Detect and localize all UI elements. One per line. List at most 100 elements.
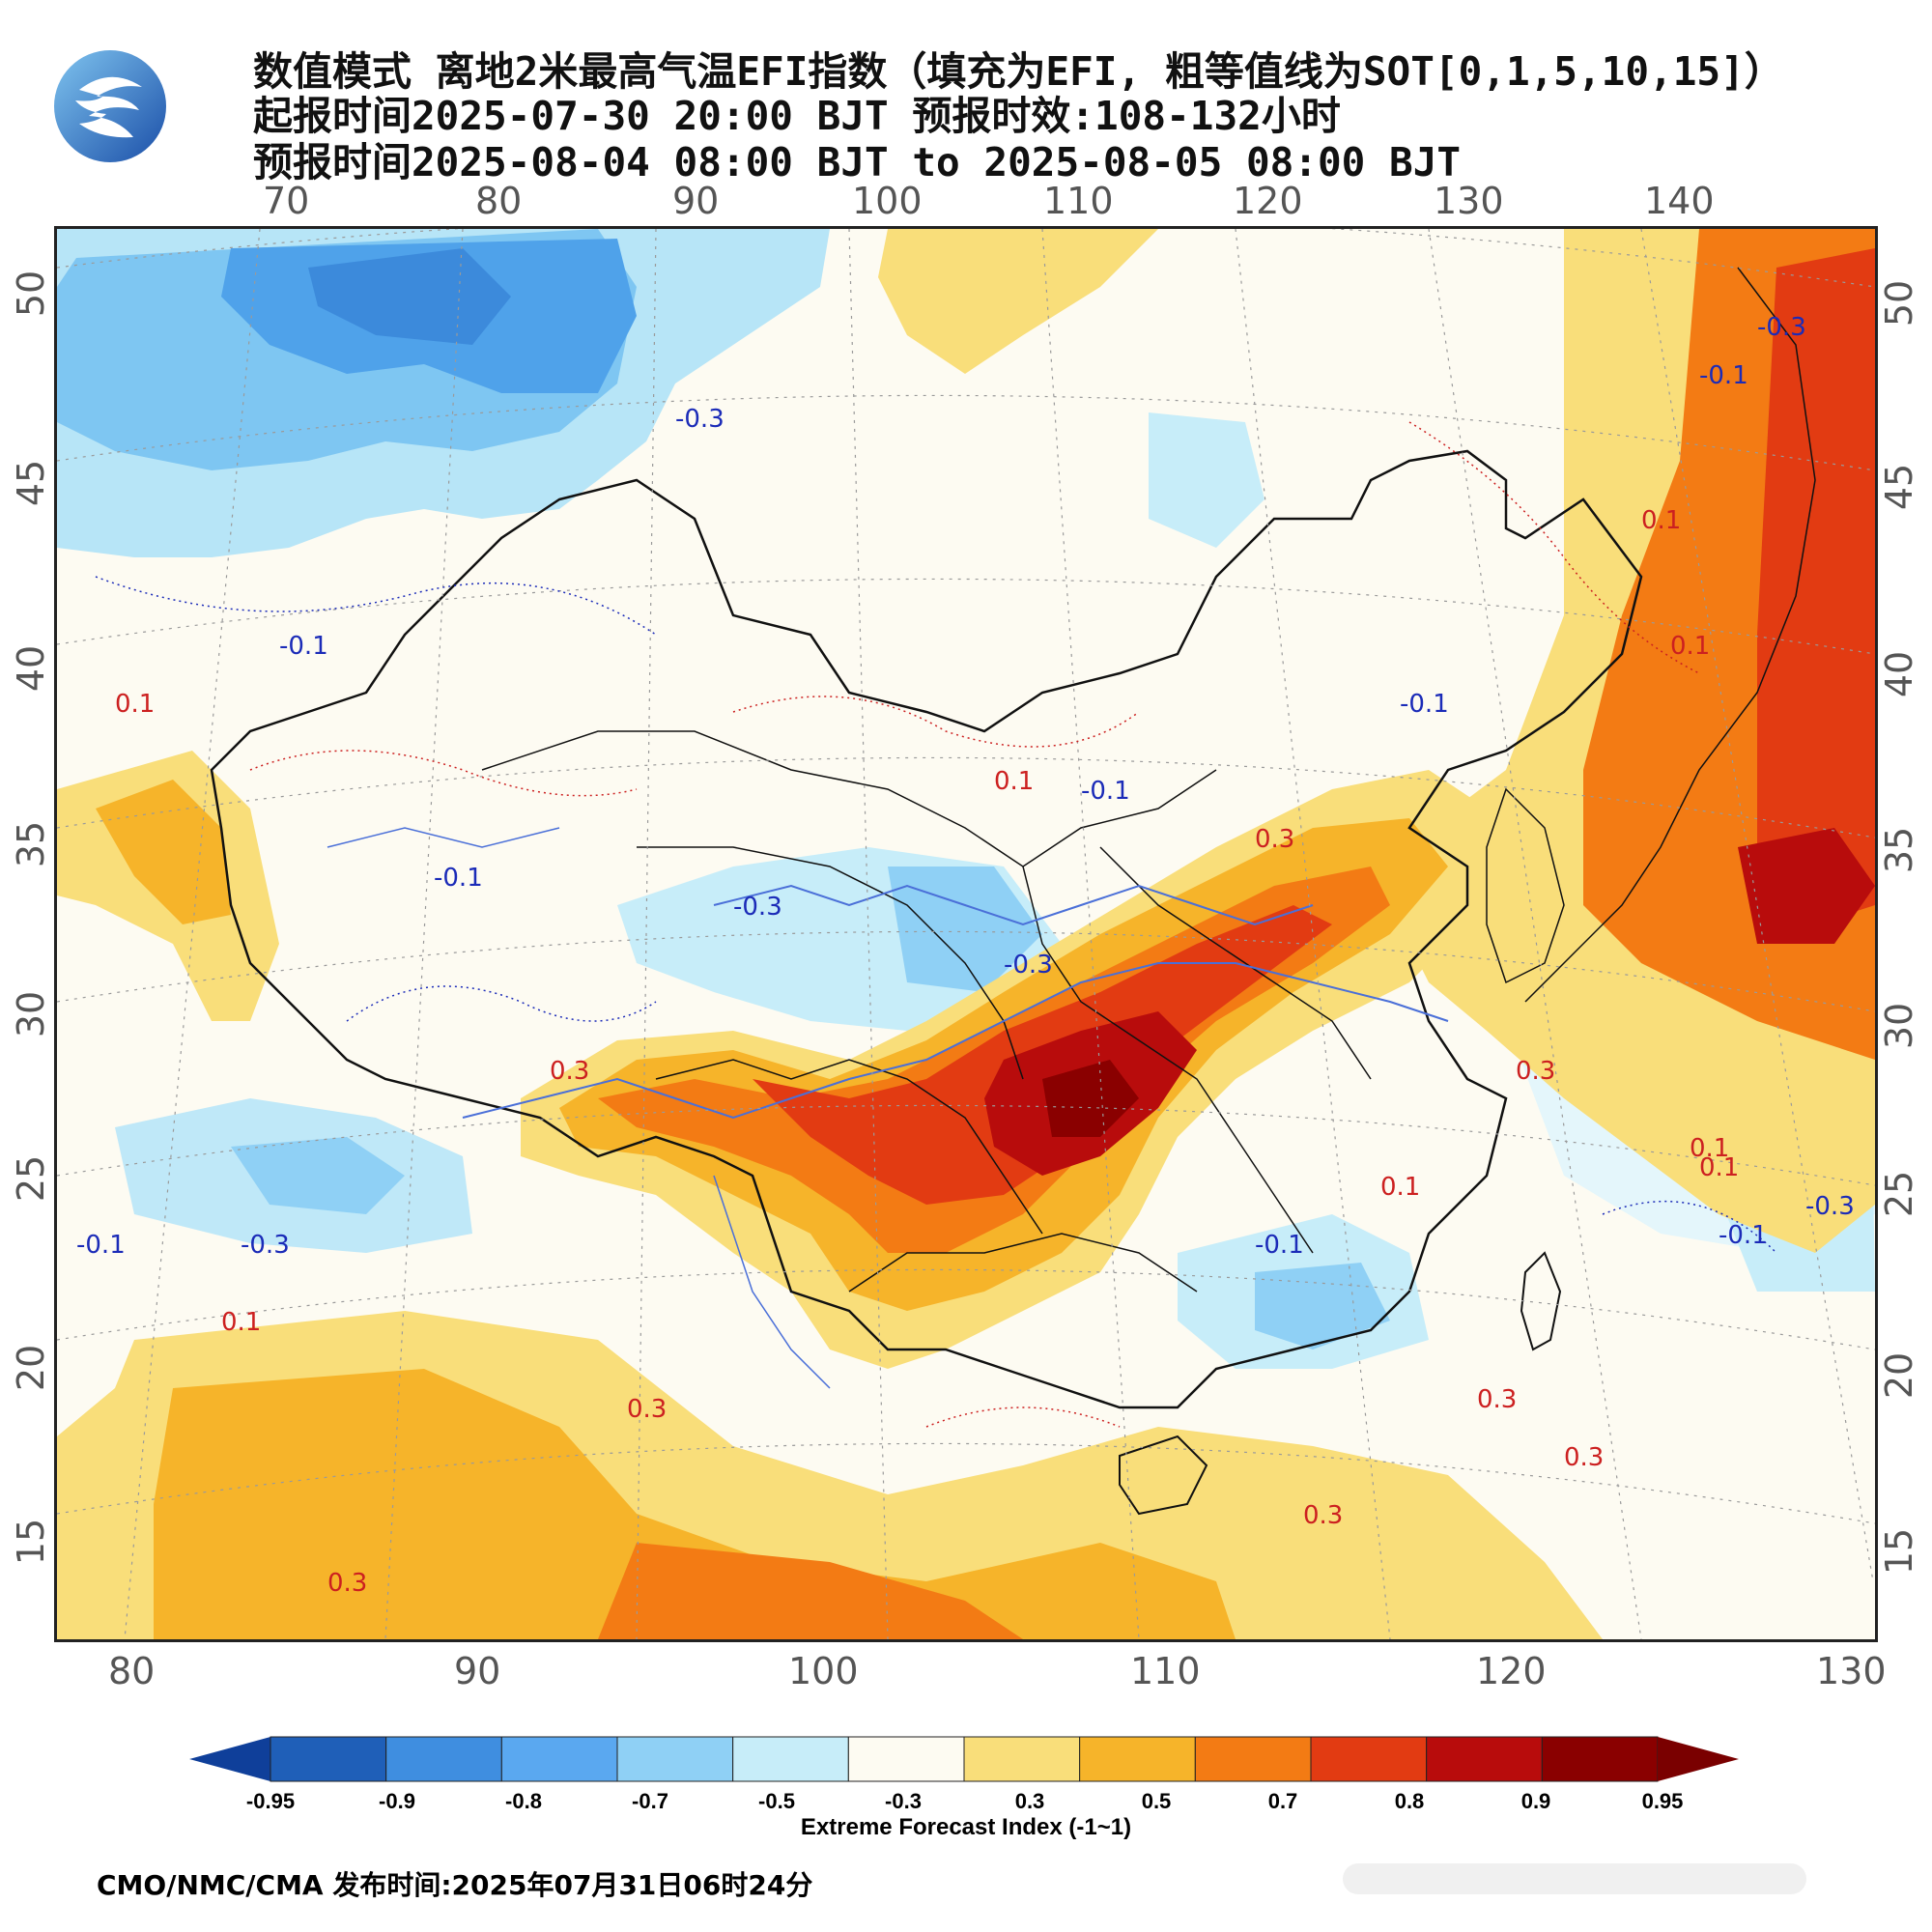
- efi-negative-region: [888, 867, 1042, 992]
- contour-label: -0.3: [733, 893, 782, 922]
- colorbar-box: [385, 1736, 502, 1782]
- colorbar-box: [616, 1736, 734, 1782]
- top-lon-tick: 100: [852, 180, 923, 222]
- right-lat-tick: 35: [1878, 826, 1921, 874]
- contour-label: -0.1: [76, 1231, 126, 1260]
- colorbar-label: -0.9: [379, 1789, 415, 1813]
- footer-credit: CMO/NMC/CMA 发布时间:2025年07月31日06时24分: [97, 1869, 813, 1901]
- contour-label: 0.1: [115, 690, 155, 719]
- contour-label: -0.3: [1757, 313, 1806, 342]
- title-line-2: 起报时间2025-07-30 20:00 BJT 预报时效:108-132小时: [253, 93, 1341, 139]
- efi-positive-region: [1042, 1060, 1139, 1137]
- left-lat-tick: 40: [10, 644, 53, 693]
- contour-label: 0.3: [1255, 825, 1294, 854]
- contour-label: 0.1: [994, 767, 1034, 796]
- bottom-lon-tick: 80: [108, 1650, 156, 1692]
- top-lon-tick: 110: [1043, 180, 1114, 222]
- contour-label: 0.3: [627, 1395, 667, 1424]
- title-line-3: 预报时间2025-08-04 08:00 BJT to 2025-08-05 0…: [253, 139, 1462, 185]
- island-outline: [1520, 1251, 1562, 1351]
- colorbar-box: [270, 1736, 387, 1782]
- contour-label: 0.1: [1670, 632, 1710, 661]
- colorbar-label: 0.7: [1267, 1789, 1298, 1813]
- colorbar-box: [732, 1736, 849, 1782]
- left-lat-tick: 45: [10, 459, 53, 507]
- right-lat-tick: 50: [1878, 279, 1921, 327]
- contour-label: 0.1: [1380, 1173, 1420, 1202]
- province-border: [848, 1233, 1198, 1293]
- sot-contours: [95, 421, 1777, 1428]
- right-lat-tick: 45: [1878, 463, 1921, 511]
- right-lat-tick: 20: [1878, 1351, 1921, 1400]
- contour-label: 0.1: [1699, 1153, 1739, 1182]
- contour-label: 0.3: [1303, 1501, 1343, 1530]
- colorbar-label: 0.3: [1014, 1789, 1045, 1813]
- efi-positive-region: [1757, 248, 1875, 924]
- colorbar-end-low: [189, 1737, 270, 1781]
- bottom-lon-tick: 110: [1130, 1650, 1201, 1692]
- bottom-lon-tick: 130: [1816, 1650, 1887, 1692]
- colorbar-box: [1426, 1736, 1543, 1782]
- coastline: [1524, 267, 1816, 1003]
- bottom-lon-tick: 90: [454, 1650, 501, 1692]
- graticule: [57, 229, 1875, 1639]
- colorbar-label: 0.5: [1141, 1789, 1172, 1813]
- left-lat-tick: 30: [10, 990, 53, 1038]
- efi-positive-region: [154, 1369, 1236, 1639]
- top-lon-tick: 70: [263, 180, 310, 222]
- contour-label: 0.1: [1690, 1134, 1729, 1163]
- contour-label: -0.1: [1081, 777, 1130, 806]
- colorbar-svg: [189, 1736, 1739, 1782]
- bottom-lon-tick: 100: [788, 1650, 859, 1692]
- efi-positive-region: [598, 1543, 1023, 1639]
- contour-label: 0.3: [327, 1569, 367, 1598]
- contour-label: -0.3: [1805, 1192, 1855, 1221]
- river: [713, 884, 1314, 926]
- contour-label: -0.1: [434, 864, 483, 893]
- river: [327, 827, 560, 848]
- river: [462, 962, 1449, 1120]
- colorbar-label: -0.95: [245, 1789, 296, 1813]
- contour-label: 0.1: [221, 1308, 261, 1337]
- contour-label: 0.3: [550, 1057, 589, 1086]
- efi-negative-region: [231, 1137, 405, 1214]
- island-outline: [1119, 1435, 1208, 1516]
- top-lon-tick: 130: [1434, 180, 1504, 222]
- left-lat-tick: 20: [10, 1344, 53, 1392]
- top-lon-tick: 90: [672, 180, 720, 222]
- contour-label: 0.3: [1564, 1443, 1604, 1472]
- colorbar-box: [1541, 1736, 1659, 1782]
- top-lon-tick: 120: [1233, 180, 1303, 222]
- left-lat-tick: 35: [10, 820, 53, 868]
- efi-map: -0.3 -0.1 0.1 -0.3 -0.1 -0.1 0.1 0.3 -0.…: [54, 226, 1878, 1642]
- cma-logo: [50, 46, 170, 166]
- colorbar-label: -0.3: [885, 1789, 922, 1813]
- right-lat-tick: 15: [1878, 1527, 1921, 1576]
- province-border: [481, 730, 1217, 867]
- efi-positive-region: [878, 229, 1158, 374]
- cma-logo-icon: [54, 50, 166, 162]
- colorbar-box: [1310, 1736, 1428, 1782]
- colorbar: [189, 1735, 1739, 1783]
- province-border: [1099, 846, 1372, 1080]
- colorbar-label: 0.9: [1520, 1789, 1551, 1813]
- contour-label: -0.1: [1255, 1231, 1304, 1260]
- contour-label: -0.3: [675, 405, 724, 434]
- colorbar-box: [1194, 1736, 1312, 1782]
- contour-label: -0.1: [1400, 690, 1449, 719]
- left-lat-tick: 50: [10, 270, 53, 318]
- top-lon-tick: 140: [1644, 180, 1715, 222]
- colorbar-title: Extreme Forecast Index (-1~1): [800, 1814, 1132, 1840]
- right-lat-tick: 25: [1878, 1170, 1921, 1218]
- colorbar-box: [963, 1736, 1081, 1782]
- colorbar-box: [1079, 1736, 1196, 1782]
- contour-label: 0.3: [1477, 1385, 1517, 1414]
- colorbar-box: [847, 1736, 965, 1782]
- contour-label: 0.3: [1516, 1057, 1555, 1086]
- watermark: [1343, 1850, 1884, 1908]
- left-lat-tick: 15: [10, 1518, 53, 1566]
- colorbar-box: [500, 1736, 618, 1782]
- right-lat-tick: 40: [1878, 650, 1921, 698]
- colorbar-label: -0.8: [505, 1789, 542, 1813]
- colorbar-label: 0.95: [1641, 1789, 1684, 1813]
